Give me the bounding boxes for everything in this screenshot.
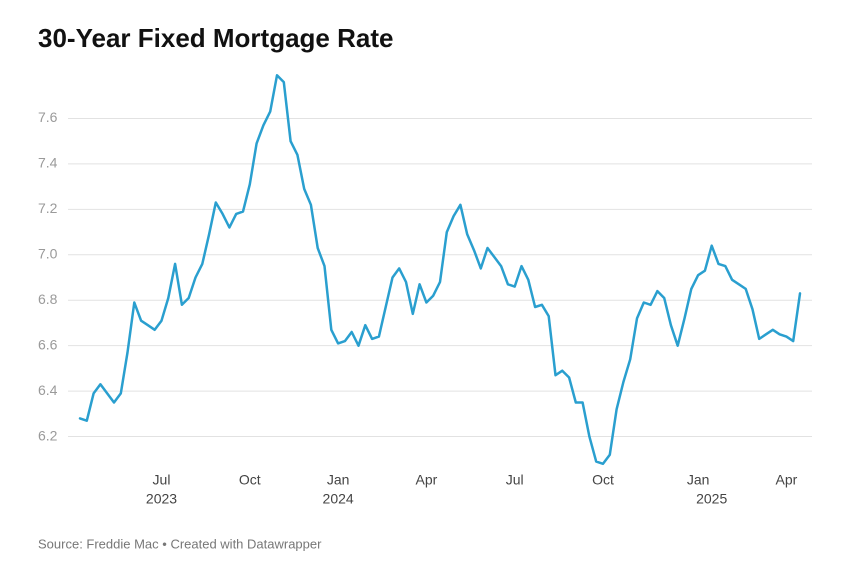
y-tick-label: 6.8	[38, 291, 58, 307]
x-tick-label: Apr	[776, 472, 798, 488]
y-tick-label: 7.2	[38, 200, 58, 216]
y-tick-label: 6.2	[38, 427, 58, 443]
source-note: Source: Freddie Mac • Created with Dataw…	[38, 536, 322, 551]
x-tick-label: Jan	[687, 472, 710, 488]
x-tick-label: Oct	[592, 472, 614, 488]
y-tick-label: 7.6	[38, 109, 58, 125]
line-series	[78, 74, 802, 466]
x-tick-label: Oct	[239, 472, 261, 488]
y-tick-label: 7.4	[38, 155, 58, 171]
x-tick-year: 2024	[323, 491, 354, 507]
y-tick-label: 7.0	[38, 245, 58, 261]
x-tick-label: Jul	[506, 472, 524, 488]
y-tick-label: 6.4	[38, 382, 58, 398]
chart-title: 30-Year Fixed Mortgage Rate	[38, 23, 393, 53]
x-tick-label: Jan	[327, 472, 350, 488]
x-tick-label: Apr	[416, 472, 438, 488]
y-tick-label: 6.6	[38, 336, 58, 352]
x-tick-year: 2025	[696, 491, 727, 507]
x-tick-year: 2023	[146, 491, 177, 507]
x-tick-label: Jul	[153, 472, 171, 488]
